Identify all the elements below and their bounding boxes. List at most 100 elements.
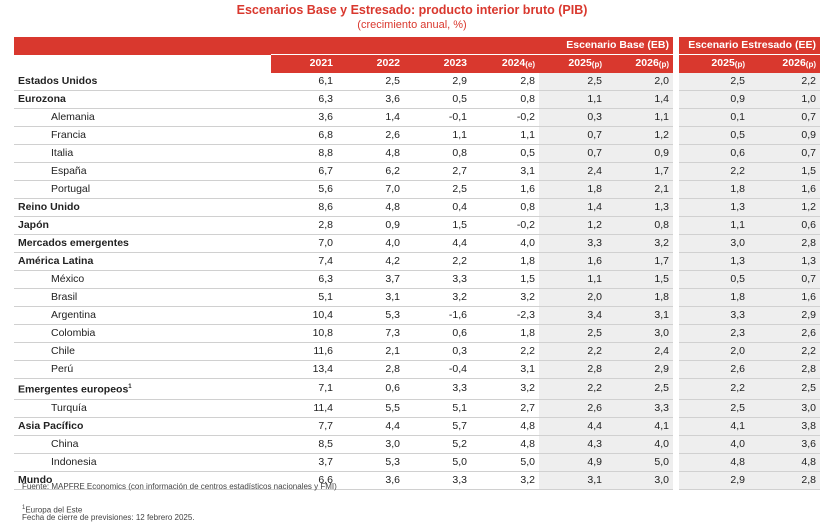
table-title: Escenarios Base y Estresado: producto in…	[236, 3, 588, 17]
value-cell: 2,4	[606, 342, 673, 361]
row-label: México	[14, 270, 271, 289]
value-cell: -2,3	[471, 306, 539, 325]
value-cell: 3,2	[471, 378, 539, 400]
value-cell: 1,8	[606, 288, 673, 307]
value-cell: 1,8	[679, 180, 749, 199]
value-cell: 5,1	[271, 288, 337, 307]
row-label: Argentina	[14, 306, 271, 325]
value-cell: 3,0	[606, 471, 673, 490]
value-cell: 7,3	[337, 324, 404, 343]
value-cell: 10,4	[271, 306, 337, 325]
row-label: Reino Unido	[14, 198, 271, 217]
year-label: 2021	[309, 57, 333, 69]
header-gap	[673, 54, 679, 73]
stress-scenario-header: Escenario Estresado (EE)	[679, 37, 820, 55]
table-row: Eurozona 6,3 3,6 0,5 0,8 1,1 1,4 0,9 1,0	[14, 90, 820, 109]
value-cell: 3,7	[271, 453, 337, 472]
value-cell: 13,4	[271, 360, 337, 379]
column-gap	[673, 378, 679, 399]
row-label: Portugal	[14, 180, 271, 199]
year-label: 2026	[782, 57, 806, 69]
column-gap	[673, 73, 679, 91]
value-cell: 7,4	[271, 252, 337, 271]
value-cell: 4,8	[471, 417, 539, 436]
table-row: Reino Unido 8,6 4,8 0,4 0,8 1,4 1,3 1,3 1,2	[14, 198, 820, 217]
row-label-text: Mercados emergentes	[18, 237, 129, 249]
row-label-text: Italia	[51, 147, 74, 159]
row-label: Eurozona	[14, 90, 271, 109]
value-cell: 2,0	[539, 288, 606, 307]
table-row: Argentina 10,4 5,3 -1,6 -2,3 3,4 3,1 3,3 2,9	[14, 306, 820, 325]
gdp-table: Escenario Base (EB) Escenario Estresado …	[14, 37, 820, 490]
table-row: China 8,5 3,0 5,2 4,8 4,3 4,0 4,0 3,6	[14, 435, 820, 454]
value-cell: 3,1	[606, 306, 673, 325]
value-cell: 0,9	[749, 126, 820, 145]
value-cell: 6,3	[271, 270, 337, 289]
value-cell: 2,5	[539, 73, 606, 91]
value-cell: 0,6	[337, 378, 404, 400]
value-cell: 0,8	[606, 216, 673, 235]
column-gap	[673, 453, 679, 471]
value-cell: 6,3	[271, 90, 337, 109]
value-cell: 1,4	[539, 198, 606, 217]
value-cell: -0,4	[404, 360, 471, 379]
value-cell: 2,0	[679, 342, 749, 361]
value-cell: 3,6	[337, 90, 404, 109]
value-cell: 0,7	[749, 144, 820, 163]
table-row: Emergentes europeos1 7,1 0,6 3,3 3,2 2,2 2,5 2,…	[14, 378, 820, 400]
year-header: 2024(e)	[471, 54, 539, 73]
base-scenario-header: Escenario Base (EB)	[271, 37, 673, 55]
value-cell: 5,0	[404, 453, 471, 472]
value-cell: 0,6	[749, 216, 820, 235]
value-cell: 4,0	[337, 234, 404, 253]
value-cell: 4,8	[337, 198, 404, 217]
value-cell: 3,2	[606, 234, 673, 253]
year-suffix: (p)	[734, 60, 745, 69]
value-cell: 4,8	[337, 144, 404, 163]
year-label: 2024	[501, 57, 526, 69]
table-row: España 6,7 6,2 2,7 3,1 2,4 1,7 2,2 1,5	[14, 162, 820, 181]
table-row: Portugal 5,6 7,0 2,5 1,6 1,8 2,1 1,8 1,6	[14, 180, 820, 199]
value-cell: 2,5	[539, 324, 606, 343]
year-label: 2025	[711, 57, 735, 69]
value-cell: 1,1	[404, 126, 471, 145]
value-cell: 3,7	[337, 270, 404, 289]
row-label-text: América Latina	[18, 255, 94, 267]
table-row: Japón 2,8 0,9 1,5 -0,2 1,2 0,8 1,1 0,6	[14, 216, 820, 235]
row-label-text: China	[51, 437, 79, 450]
table-row: Colombia 10,8 7,3 0,6 1,8 2,5 3,0 2,3 2,6	[14, 324, 820, 343]
row-label: América Latina	[14, 252, 271, 271]
value-cell: 10,8	[271, 324, 337, 343]
row-label-text: Colombia	[51, 327, 96, 339]
value-cell: 1,2	[539, 216, 606, 235]
column-gap	[673, 180, 679, 199]
value-cell: 0,5	[471, 144, 539, 163]
value-cell: 0,8	[404, 144, 471, 163]
value-cell: 2,8	[271, 216, 337, 235]
row-label: Chile	[14, 342, 271, 361]
value-cell: 4,8	[679, 453, 749, 472]
value-cell: 1,6	[749, 180, 820, 199]
cutoff-note: Fecha de cierre de previsiones: 12 febre…	[22, 513, 195, 522]
value-cell: 3,6	[749, 435, 820, 454]
value-cell: 0,5	[404, 90, 471, 109]
value-cell: 5,3	[337, 306, 404, 325]
value-cell: -1,6	[404, 306, 471, 325]
value-cell: 6,1	[271, 73, 337, 91]
row-label-text: Mundo	[18, 473, 53, 486]
row-label-text: Turquía	[51, 401, 87, 414]
value-cell: 6,7	[271, 162, 337, 181]
value-cell: 2,8	[749, 471, 820, 490]
header-corner	[14, 37, 271, 55]
table-row: Brasil 5,1 3,1 3,2 3,2 2,0 1,8 1,8 1,6	[14, 288, 820, 307]
value-cell: 1,7	[606, 252, 673, 271]
value-cell: 1,1	[606, 108, 673, 127]
row-label: Colombia	[14, 324, 271, 343]
value-cell: 3,3	[606, 399, 673, 418]
row-label: España	[14, 162, 271, 181]
value-cell: 1,3	[679, 252, 749, 271]
value-cell: 1,6	[539, 252, 606, 271]
row-label: Indonesia	[14, 453, 271, 472]
value-cell: -0,2	[471, 108, 539, 127]
value-cell: 2,7	[471, 399, 539, 418]
